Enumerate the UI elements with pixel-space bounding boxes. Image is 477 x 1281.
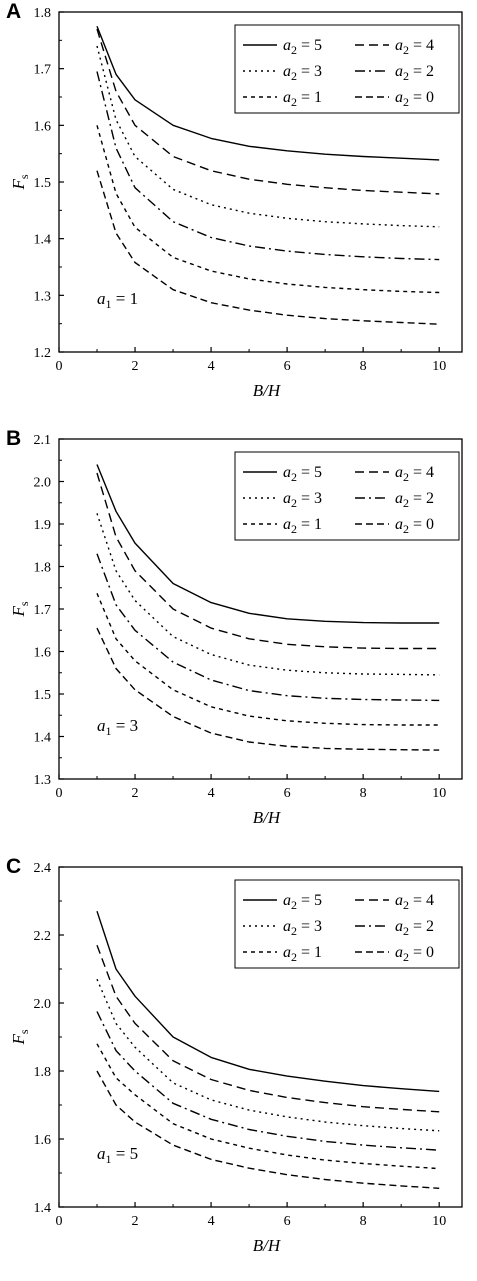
x-axis-title: B/H — [253, 808, 282, 827]
series-line — [96, 1011, 440, 1151]
y-tick-label: 2.1 — [34, 433, 52, 448]
y-tick-label: 2.0 — [34, 476, 52, 491]
series-line — [96, 910, 440, 1093]
y-tick-label: 1.2 — [34, 346, 52, 361]
legend-label: a2 = 3 — [283, 490, 322, 510]
x-tick-label: 8 — [360, 786, 367, 801]
legend-label: a2 = 1 — [283, 944, 322, 964]
series-line — [96, 944, 440, 1113]
legend-label: a2 = 5 — [283, 37, 322, 57]
series-line — [96, 553, 440, 702]
legend-label: a2 = 2 — [395, 490, 434, 510]
x-tick-label: 10 — [432, 359, 446, 374]
legend-label: a2 = 1 — [283, 89, 322, 109]
annotation-a1: a1 = 1 — [97, 289, 138, 311]
y-tick-label: 2.2 — [34, 929, 52, 944]
y-tick-label: 1.5 — [34, 688, 52, 703]
x-tick-label: 10 — [432, 786, 446, 801]
y-axis-title: Fs — [9, 1029, 31, 1045]
y-tick-label: 1.4 — [34, 731, 52, 746]
y-tick-label: 1.9 — [34, 518, 52, 533]
legend-label: a2 = 4 — [395, 892, 434, 912]
x-tick-label: 8 — [360, 359, 367, 374]
y-tick-label: 1.6 — [34, 646, 52, 661]
legend-label: a2 = 4 — [395, 464, 434, 484]
chart-panel-a: A 0 2 4 6 8 10 1.2 1.3 1.4 1.5 1.6 1.7 1.8 B/H Fs a2 = … — [0, 0, 477, 420]
legend-label: a2 = 0 — [395, 89, 434, 109]
y-tick-label: 1.6 — [34, 1133, 52, 1148]
y-tick-label: 1.4 — [34, 1201, 52, 1216]
panel-letter: C — [6, 855, 22, 878]
y-tick-label: 1.8 — [34, 561, 52, 576]
x-axis-title: B/H — [253, 381, 282, 400]
legend-box — [234, 451, 460, 541]
y-tick-label: 1.8 — [34, 1065, 52, 1080]
y-axis-title-group: Fs — [9, 174, 31, 190]
x-tick-label: 2 — [132, 1214, 139, 1229]
y-tick-label: 1.6 — [34, 119, 52, 134]
series-line — [96, 513, 440, 676]
x-tick-label: 6 — [284, 786, 291, 801]
chart-panel-c: C 0 2 4 6 8 10 1.4 1.6 1.8 2.0 2.2 2.4 B/H Fs a2 = 5 a2… — [0, 855, 477, 1275]
series-line — [96, 1043, 440, 1170]
legend-box — [234, 879, 460, 969]
x-tick-label: 4 — [208, 786, 215, 801]
y-axis-title: Fs — [9, 174, 31, 190]
legend-label: a2 = 0 — [395, 516, 434, 536]
x-tick-label: 2 — [132, 786, 139, 801]
y-tick-label: 1.3 — [34, 773, 52, 788]
series-line — [96, 978, 440, 1132]
y-tick-label: 1.3 — [34, 289, 52, 304]
legend-label: a2 = 1 — [283, 516, 322, 536]
y-axis-title: Fs — [9, 601, 31, 617]
series-line — [96, 125, 440, 294]
y-axis-title-group: Fs — [9, 601, 31, 617]
legend-label: a2 = 2 — [395, 63, 434, 83]
series-line — [96, 627, 440, 751]
chart-svg: 0 2 4 6 8 10 1.4 1.6 1.8 2.0 2.2 2.4 B/H Fs a2 = 5 a2 =… — [9, 861, 463, 1255]
y-tick-label: 1.7 — [34, 63, 52, 78]
legend-box — [234, 24, 460, 114]
series-line — [96, 464, 440, 624]
y-axis-title-group: Fs — [9, 1029, 31, 1045]
y-tick-label: 1.5 — [34, 176, 52, 191]
x-axis-title: B/H — [253, 1236, 282, 1255]
y-tick-label: 2.4 — [34, 861, 52, 876]
legend-label: a2 = 0 — [395, 944, 434, 964]
legend-label: a2 = 2 — [395, 918, 434, 938]
chart-svg: 0 2 4 6 8 10 1.2 1.3 1.4 1.5 1.6 1.7 1.8 B/H Fs a2 = 5 a… — [9, 6, 463, 400]
y-tick-label: 1.4 — [34, 233, 52, 248]
chart-svg: 0 2 4 6 8 10 1.3 1.4 1.5 1.6 1.7 1.8 1.9 2.0 2.1 B/H Fs a… — [9, 433, 463, 827]
y-tick-label: 2.0 — [34, 997, 52, 1012]
panel-letter: A — [6, 0, 22, 23]
legend-label: a2 = 4 — [395, 37, 434, 57]
legend-label: a2 = 3 — [283, 918, 322, 938]
x-tick-label: 4 — [208, 1214, 215, 1229]
legend-label: a2 = 5 — [283, 892, 322, 912]
x-tick-label: 0 — [56, 359, 63, 374]
x-tick-label: 0 — [56, 786, 63, 801]
series-line — [96, 71, 440, 261]
legend-label: a2 = 3 — [283, 63, 322, 83]
x-tick-label: 6 — [284, 1214, 291, 1229]
series-line — [96, 25, 440, 161]
series-line — [96, 472, 440, 650]
x-tick-label: 6 — [284, 359, 291, 374]
chart-panel-b: B 0 2 4 6 8 10 1.3 1.4 1.5 1.6 1.7 1.8 1.9 2.0 2.1 B/H F… — [0, 427, 477, 847]
y-tick-label: 1.7 — [34, 603, 52, 618]
annotation-a1: a1 = 3 — [97, 716, 138, 738]
x-tick-label: 2 — [132, 359, 139, 374]
y-tick-label: 1.8 — [34, 6, 52, 21]
panel-letter: B — [6, 427, 22, 450]
series-line — [96, 1070, 440, 1189]
x-tick-label: 4 — [208, 359, 215, 374]
annotation-a1: a1 = 5 — [97, 1144, 138, 1166]
series-line — [96, 45, 440, 228]
series-line — [96, 28, 440, 195]
x-tick-label: 0 — [56, 1214, 63, 1229]
legend-label: a2 = 5 — [283, 464, 322, 484]
x-tick-label: 10 — [432, 1214, 446, 1229]
x-tick-label: 8 — [360, 1214, 367, 1229]
series-line — [96, 170, 440, 325]
